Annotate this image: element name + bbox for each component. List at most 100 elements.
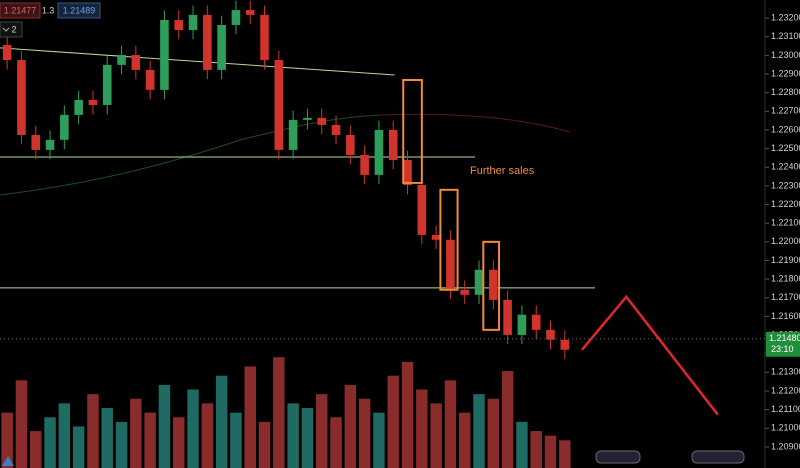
y-tick-label: 1.20900 (771, 441, 800, 451)
trend-line (0, 47, 395, 76)
y-tick-label: 1.22200 (771, 199, 800, 209)
volume-bar (44, 417, 56, 468)
candle-body (317, 117, 327, 125)
volume-bar (258, 421, 271, 468)
candle-body (360, 154, 369, 175)
volume-bar (201, 403, 214, 468)
candle-body (274, 60, 284, 150)
volume-bar (101, 408, 113, 468)
candle-body (245, 10, 255, 15)
candle-body (460, 289, 470, 295)
volume-bar (516, 421, 528, 468)
volume-layer (1, 357, 571, 468)
candle-body (303, 117, 312, 120)
logo-icon (2, 456, 14, 466)
candle-body (517, 314, 527, 335)
highlight-box (402, 78, 423, 184)
y-tick-label: 1.21100 (771, 404, 800, 414)
volume-bar (115, 421, 128, 468)
candle-body (531, 314, 541, 330)
candle-body (74, 99, 83, 115)
volume-bar (301, 408, 314, 468)
candle-body (260, 14, 269, 61)
candle-body (174, 19, 184, 31)
y-tick-label: 1.21200 (771, 385, 800, 395)
volume-bar (559, 440, 571, 468)
layers-toggle[interactable] (0, 21, 23, 38)
y-tick-label: 1.22300 (771, 180, 800, 190)
volume-bar (87, 394, 99, 468)
ask-price: 1.21489 (63, 5, 96, 15)
bid-price: 1.21477 (4, 5, 37, 15)
y-tick-label: 1.22400 (771, 162, 800, 172)
y-tick-label: 1.21300 (771, 367, 800, 377)
y-tick-label: 1.22800 (771, 87, 800, 97)
volume-bar (373, 412, 385, 468)
candle-body (131, 55, 141, 70)
candle-body (474, 269, 484, 295)
candle-body (102, 64, 112, 105)
candle-body (45, 139, 55, 150)
volume-bar (273, 357, 285, 468)
y-tick-label: 1.23200 (771, 12, 800, 22)
y-tick-label: 1.22500 (771, 143, 800, 153)
volume-bar (187, 389, 199, 468)
y-tick-label: 1.21600 (771, 311, 800, 321)
highlight-box (439, 188, 459, 291)
candle-body (160, 19, 169, 90)
candle-body (346, 134, 355, 155)
y-tick-label: 1.21000 (771, 423, 800, 433)
candle-body (88, 99, 98, 105)
volume-bar (158, 384, 171, 468)
candle-body (145, 69, 155, 90)
volume-bar (330, 417, 342, 468)
candle-body (217, 24, 226, 70)
toolbar-button[interactable] (691, 450, 745, 464)
volume-bar (444, 380, 457, 468)
y-tick-label: 1.21900 (771, 255, 800, 265)
candle-body (117, 55, 126, 65)
volume-bar (173, 417, 185, 468)
volume-bar (501, 371, 514, 468)
y-tick-label: 1.22700 (771, 106, 800, 116)
candle-body (546, 329, 555, 340)
candle-body (188, 14, 198, 31)
y-tick-label: 1.21800 (771, 273, 800, 283)
chevron-icon (2, 27, 10, 32)
volume-bar (487, 398, 500, 468)
candle-body (60, 114, 69, 140)
volume-bar (287, 403, 299, 468)
candle-body (388, 129, 398, 160)
bid-box[interactable] (0, 2, 41, 19)
volume-bar (230, 412, 242, 468)
candle-body (231, 10, 241, 25)
candle-body (489, 269, 498, 300)
moving-average-fast (379, 113, 571, 133)
volume-bar (473, 394, 485, 468)
volume-bar (544, 435, 557, 468)
y-tick-label: 1.22000 (771, 236, 800, 246)
candle-body (31, 134, 41, 150)
volume-bar (416, 389, 428, 468)
last-price-label: 1.21480 (769, 333, 800, 343)
ask-box[interactable] (57, 2, 101, 19)
candle-body (374, 129, 384, 175)
volume-bar (316, 394, 328, 468)
volume-bar (387, 375, 399, 468)
volume-bar (30, 431, 42, 468)
volume-bar (215, 375, 228, 468)
volume-bar (72, 426, 85, 468)
volume-bar (130, 398, 142, 468)
y-tick-label: 1.23000 (771, 50, 800, 60)
layers-count: 2 (11, 24, 16, 34)
volume-bar (244, 366, 256, 468)
volume-bar (15, 380, 28, 468)
volume-bar (530, 431, 542, 468)
toolbar-button[interactable] (595, 450, 641, 464)
candle-body (288, 119, 298, 150)
candle-body (431, 234, 441, 240)
candle-body (203, 14, 212, 70)
y-tick-label: 1.23100 (771, 31, 800, 41)
